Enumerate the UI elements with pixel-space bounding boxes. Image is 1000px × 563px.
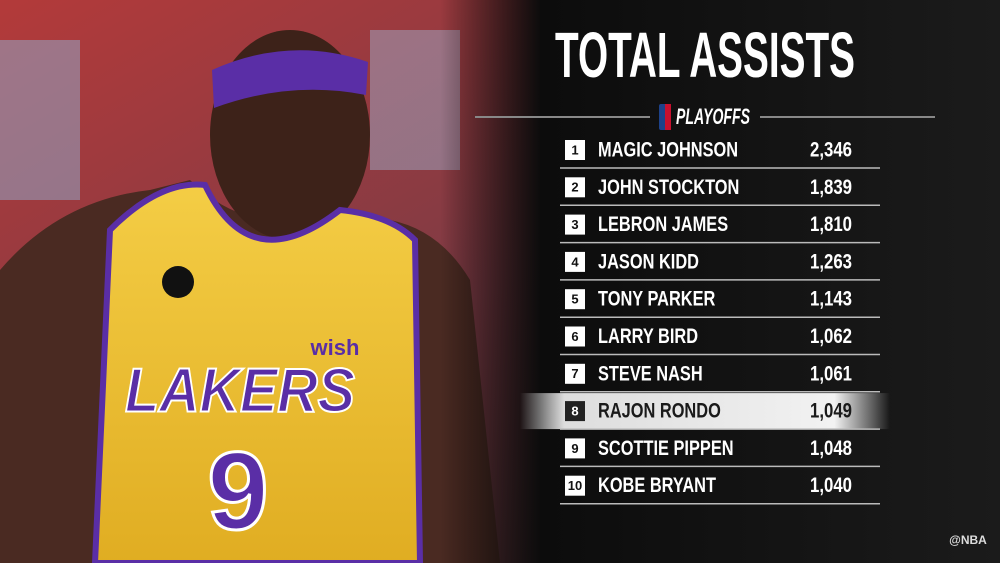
rank-box: [565, 475, 585, 496]
rank: 7: [571, 366, 578, 381]
panel: [440, 0, 1000, 563]
player-name: TONY PARKER: [598, 287, 716, 310]
patch: [162, 266, 194, 298]
player-name: RAJON RONDO: [598, 399, 721, 422]
rank-box: [565, 363, 585, 384]
assists: 1,062: [810, 325, 852, 348]
rank-box: [565, 401, 585, 422]
player-name: STEVE NASH: [598, 361, 703, 384]
rank: 9: [571, 441, 578, 456]
assists: 1,810: [810, 213, 852, 236]
player-name: KOBE BRYANT: [598, 473, 716, 496]
jersey-number: 9: [207, 430, 268, 553]
subtitle: PLAYOFFS: [676, 104, 750, 129]
jersey-team: LAKERS: [125, 356, 355, 425]
headband: [212, 50, 368, 108]
rank: 1: [571, 142, 578, 157]
rank: 10: [568, 478, 582, 493]
rank-box: [565, 438, 585, 459]
rank: 8: [571, 404, 578, 419]
jersey-sponsor: wish: [310, 335, 360, 360]
rank: 5: [571, 292, 578, 307]
assists: 1,061: [810, 363, 852, 386]
nba-logo: [665, 104, 671, 130]
assists: 1,040: [810, 475, 852, 498]
rank-box: [565, 214, 585, 235]
assists: 1,839: [810, 176, 852, 199]
player-name: MAGIC JOHNSON: [598, 138, 738, 161]
assists: 1,048: [810, 437, 852, 460]
player-name: JOHN STOCKTON: [598, 175, 739, 198]
rank-box: [565, 326, 585, 347]
assists: 1,143: [810, 288, 852, 311]
rank: 3: [571, 217, 578, 232]
rank-box: [565, 140, 585, 160]
background-blur: [0, 40, 80, 200]
credit: @NBA: [949, 533, 987, 547]
rank-box: [565, 177, 585, 198]
rank-box: [565, 251, 585, 272]
rank: 2: [571, 180, 578, 195]
rank: 4: [571, 254, 579, 269]
assists: 2,346: [810, 139, 852, 162]
assists: 1,049: [810, 400, 852, 423]
assists: 1,263: [810, 251, 852, 274]
rank-box: [565, 289, 585, 310]
player-name: JASON KIDD: [598, 249, 699, 272]
player-name: LARRY BIRD: [598, 324, 698, 347]
rank: 6: [571, 329, 578, 344]
player-name: SCOTTIE PIPPEN: [598, 436, 734, 459]
title: TOTAL ASSISTS: [555, 19, 855, 91]
player-name: LEBRON JAMES: [598, 212, 728, 235]
